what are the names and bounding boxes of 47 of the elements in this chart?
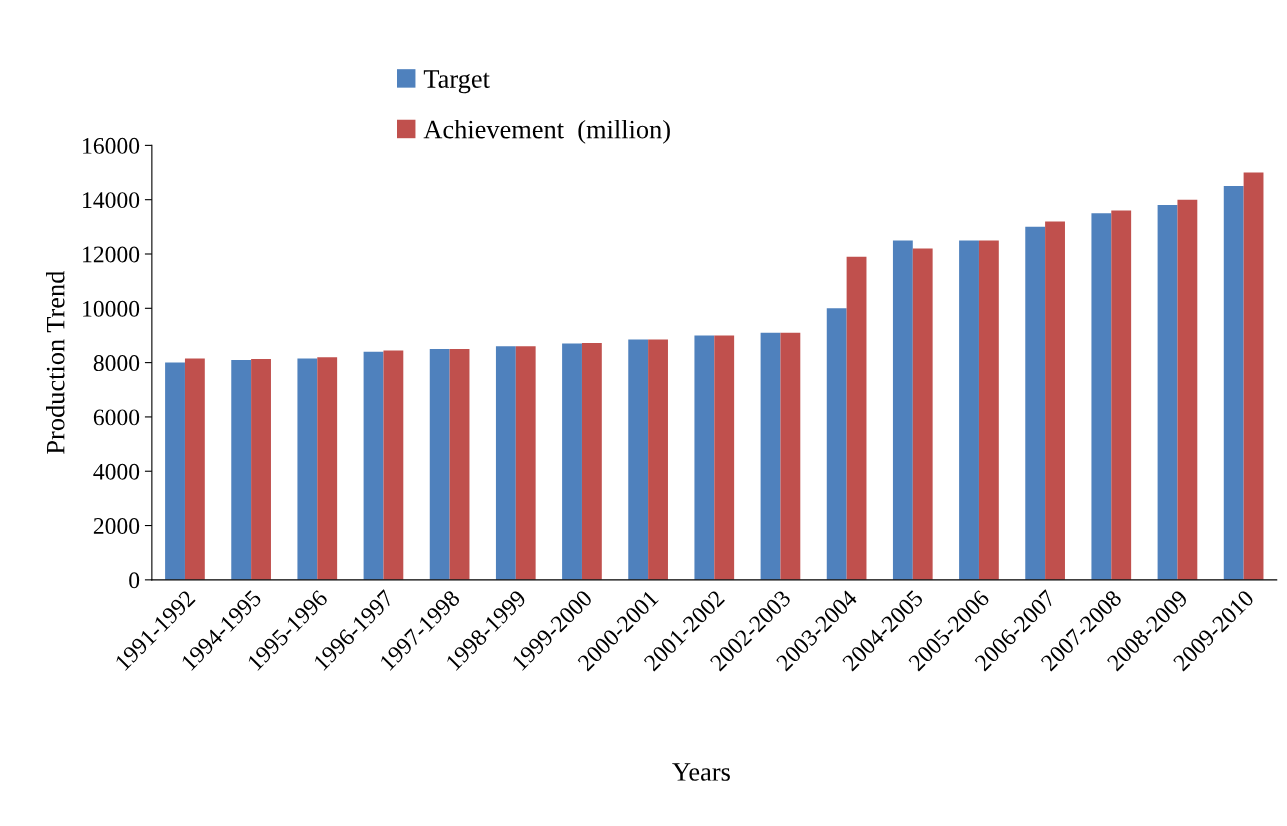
bar: [648, 339, 668, 580]
bar: [562, 343, 582, 580]
y-tick-label: 2000: [93, 518, 140, 534]
bar: [1243, 172, 1264, 580]
bar: [959, 240, 979, 580]
y-tick-label: 4000: [93, 463, 140, 480]
bar: [317, 357, 338, 580]
bar: [1045, 221, 1065, 580]
y-tick-label: 12000: [83, 246, 140, 263]
bar: [184, 358, 205, 580]
bar: [297, 358, 318, 580]
y-tick-label: 14000: [83, 192, 140, 209]
bar: [429, 349, 450, 580]
bar: [1223, 186, 1244, 580]
bar: [251, 359, 271, 580]
bar: [780, 332, 801, 580]
y-tick-label: 8000: [93, 355, 140, 372]
bar: [694, 335, 715, 580]
bar: [1111, 210, 1132, 580]
bar: [1091, 213, 1112, 580]
bar: [449, 349, 470, 580]
bar: [495, 346, 516, 580]
bar: [628, 339, 649, 580]
bar: [892, 240, 913, 580]
bar: [515, 346, 536, 580]
bar: [363, 351, 384, 580]
bar: [846, 256, 867, 580]
bar: [383, 350, 404, 580]
legend-label: Achievement (million): [423, 119, 670, 144]
bar: [581, 343, 602, 580]
y-tick-label: 0: [129, 572, 140, 589]
bar: [231, 359, 252, 580]
bar: [165, 362, 185, 580]
bar: [760, 332, 781, 580]
bar: [1177, 199, 1198, 580]
x-axis-title: Years: [672, 763, 730, 781]
bar: [1157, 205, 1178, 580]
bar: [1025, 226, 1046, 580]
legend-label: Target: [423, 70, 490, 94]
bar: [714, 335, 735, 580]
bar: [826, 308, 847, 580]
bar: [978, 240, 999, 580]
y-axis-title: Production Trend: [45, 270, 65, 454]
y-tick-label: 6000: [93, 409, 140, 426]
bar: [912, 248, 933, 580]
y-tick-label: 16000: [83, 137, 140, 154]
y-tick-label: 10000: [83, 300, 140, 317]
